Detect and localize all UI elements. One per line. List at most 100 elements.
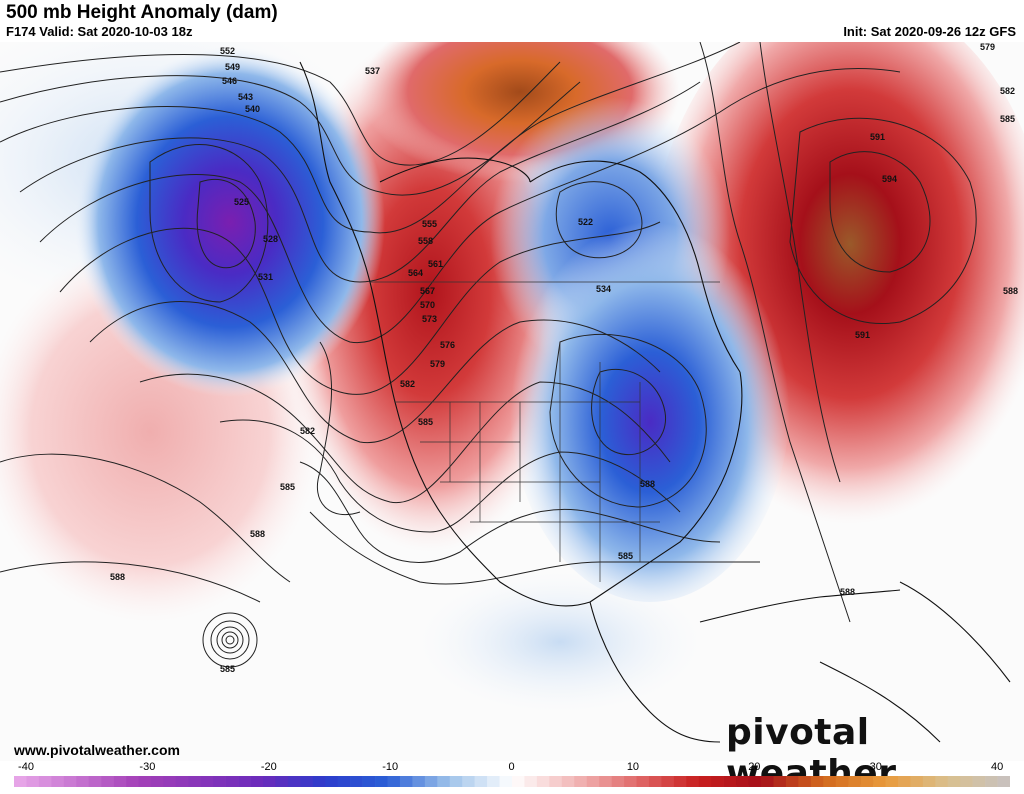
colorbar-ticks: -40 -30 -20 -10 0 10 20 30 40 — [0, 761, 1024, 775]
contour-label: 591 — [855, 330, 870, 340]
colorbar-cell — [412, 776, 426, 787]
colorbar-cell — [648, 776, 662, 787]
colorbar-cell — [225, 776, 239, 787]
contour-label: 546 — [222, 76, 237, 86]
colorbar-cell — [150, 776, 164, 787]
colorbar-cell — [736, 776, 749, 787]
colorbar-cell — [835, 776, 849, 787]
colorbar-tick-label: -10 — [382, 761, 399, 773]
colorbar-cell — [213, 776, 226, 787]
colorbar-cell — [512, 776, 525, 787]
colorbar-cell — [449, 776, 463, 787]
contour-label: 585 — [280, 482, 295, 492]
contour-labels: 552 549 546 543 540 537 534 531 528 525 … — [110, 42, 1018, 674]
contour-label: 534 — [596, 284, 611, 294]
contour-label: 588 — [110, 572, 125, 582]
contour-label: 522 — [578, 217, 593, 227]
colorbar-cell — [275, 776, 289, 787]
caribbean-pale — [420, 572, 700, 712]
colorbar-cell — [375, 776, 388, 787]
colorbar-cell — [860, 776, 874, 787]
colorbar-cell — [88, 776, 102, 787]
colorbar-cell — [723, 776, 737, 787]
colorbar-cell — [487, 776, 500, 787]
colorbar-cell — [711, 776, 724, 787]
contour-label: 552 — [220, 46, 235, 56]
contour-label: 531 — [258, 272, 273, 282]
colorbar-cell — [524, 776, 538, 787]
colorbar-cell — [200, 776, 214, 787]
colorbar-cell — [263, 776, 276, 787]
contour-label: 537 — [365, 66, 380, 76]
colorbar-cell — [14, 776, 27, 787]
contour-label: 582 — [300, 426, 315, 436]
map-header: 500 mb Height Anomaly (dam) F174 Valid: … — [0, 0, 1024, 42]
colorbar-cell — [748, 776, 762, 787]
colorbar-cell — [947, 776, 961, 787]
colorbar-cell — [350, 776, 363, 787]
contour-label: 588 — [1003, 286, 1018, 296]
contour-label: 570 — [420, 300, 435, 310]
valid-time: F174 Valid: Sat 2020-10-03 18z — [6, 24, 193, 39]
colorbar-cell — [26, 776, 40, 787]
contour-label: 567 — [420, 286, 435, 296]
contour-label: 576 — [440, 340, 455, 350]
contour-label: 573 — [422, 314, 437, 324]
colorbar-cell — [499, 776, 513, 787]
colorbar-cell — [848, 776, 861, 787]
height-contours — [0, 42, 977, 623]
colorbar-cell — [113, 776, 127, 787]
colorbar-cell — [387, 776, 401, 787]
colorbar-cell — [673, 776, 687, 787]
colorbar — [14, 776, 1010, 787]
colorbar-tick-label: 40 — [990, 761, 1004, 773]
colorbar-cell — [287, 776, 301, 787]
colorbar-cell — [985, 776, 998, 787]
colorbar-cell — [38, 776, 52, 787]
contour-label: 585 — [220, 664, 235, 674]
colorbar-tick-label: -20 — [260, 761, 277, 773]
colorbar-cell — [960, 776, 973, 787]
map-title: 500 mb Height Anomaly (dam) — [6, 2, 278, 23]
contour-label: 564 — [408, 268, 423, 278]
contour-label: 588 — [250, 529, 265, 539]
colorbar-cell — [773, 776, 787, 787]
pivotal-weather-logo: pivotal weather — [726, 712, 1024, 794]
colorbar-cell — [138, 776, 152, 787]
colorbar-tick-label: 10 — [626, 761, 640, 773]
colorbar-cell — [462, 776, 475, 787]
anomaly-map: 552 549 546 543 540 537 534 531 528 525 … — [0, 42, 1024, 761]
colorbar-cell — [611, 776, 625, 787]
colorbar-cell — [561, 776, 575, 787]
colorbar-cell — [175, 776, 189, 787]
colorbar-cell — [238, 776, 251, 787]
colorbar-cell — [574, 776, 587, 787]
contour-label: 588 — [840, 587, 855, 597]
colorbar-cell — [51, 776, 65, 787]
state-borders — [370, 281, 720, 582]
colorbar-cell — [325, 776, 338, 787]
tropical-low-contours — [202, 612, 258, 668]
colorbar-cell — [798, 776, 812, 787]
colorbar-cell — [761, 776, 774, 787]
alaska-trough — [75, 47, 385, 397]
colorbar-cell — [163, 776, 177, 787]
contour-label: 525 — [234, 197, 249, 207]
contour-label: 543 — [238, 92, 253, 102]
colorbar-cell — [785, 776, 799, 787]
colorbar-cell — [997, 776, 1010, 787]
colorbar-cell — [101, 776, 114, 787]
colorbar-cell — [586, 776, 600, 787]
site-url: www.pivotalweather.com — [14, 742, 180, 758]
colorbar-cell — [337, 776, 351, 787]
contour-label: 555 — [422, 219, 437, 229]
colorbar-cell — [536, 776, 550, 787]
colorbar-cell — [250, 776, 264, 787]
colorbar-cell — [661, 776, 675, 787]
coastlines — [299, 61, 1011, 743]
contour-label: 561 — [428, 259, 443, 269]
colorbar-tick-label: -40 — [18, 761, 34, 773]
colorbar-cell — [399, 776, 413, 787]
colorbar-cell — [300, 776, 314, 787]
contour-label: 582 — [1000, 86, 1015, 96]
